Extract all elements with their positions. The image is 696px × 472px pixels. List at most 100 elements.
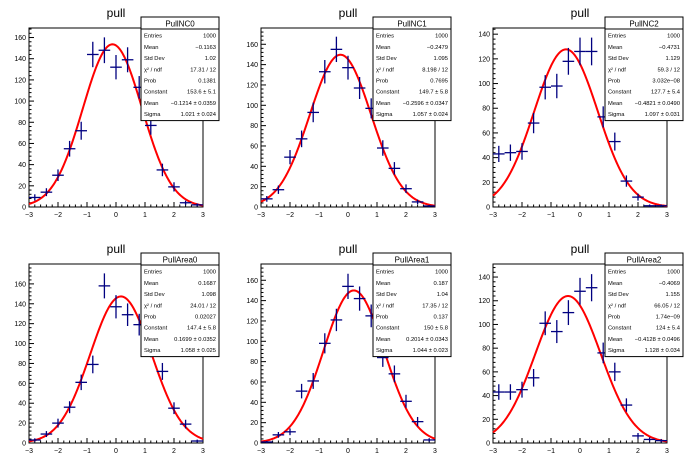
- stats-row-label: χ² / ndf: [376, 67, 394, 73]
- y-tick-label: 20: [482, 417, 490, 424]
- stats-row-label: Sigma: [608, 112, 625, 118]
- x-tick-label: 2: [636, 448, 640, 455]
- y-tick-label: 80: [18, 120, 26, 127]
- y-tick-label: 40: [250, 400, 258, 407]
- x-tick-label: −3: [257, 212, 265, 219]
- data-point: [295, 130, 308, 148]
- x-tick-label: 3: [665, 448, 669, 455]
- y-tick-label: 160: [14, 35, 26, 42]
- data-point: [551, 320, 563, 344]
- x-axis: −3 −2 −1 0 1 2 3: [489, 438, 669, 455]
- y-tick-label: 140: [478, 32, 490, 39]
- stats-row-value: 1.74e−09: [656, 315, 680, 321]
- y-tick-label: 80: [250, 123, 258, 130]
- y-axis: 0 20 40 60 80 100 120 140 160: [246, 263, 266, 448]
- data-point: [527, 112, 540, 134]
- stats-row-value: 1000: [435, 34, 448, 40]
- stats-row-value: −0.2596 ± 0.0347: [403, 101, 448, 107]
- x-tick-label: −1: [315, 212, 323, 219]
- x-tick-label: 2: [172, 448, 176, 455]
- y-tick-label: 20: [18, 183, 26, 190]
- stats-row-label: Sigma: [144, 348, 161, 354]
- stats-row-label: Prob: [144, 79, 156, 85]
- y-tick-label: 120: [14, 321, 26, 328]
- x-axis: −3 −2 −1 0 1 2 3: [25, 438, 205, 455]
- stats-row-label: Std Dev: [608, 292, 629, 298]
- x-tick-label: −1: [547, 212, 555, 219]
- y-tick-label: 60: [250, 143, 258, 150]
- data-point: [168, 182, 180, 192]
- data-point: [87, 355, 99, 374]
- stats-box-frame: [604, 16, 684, 122]
- data-point: [353, 77, 366, 100]
- x-tick-label: −2: [518, 212, 526, 219]
- chart-pad: pull −3 −2 −1 0 1 2 3 0 20 40 60 80 100 120 140 160 PullN…: [246, 6, 452, 219]
- x-tick-label: −3: [489, 212, 497, 219]
- stats-box-title: PullArea0: [163, 256, 198, 265]
- stats-row-label: Mean: [144, 45, 159, 51]
- data-point: [609, 362, 621, 382]
- data-point: [272, 185, 285, 194]
- data-point: [539, 75, 551, 100]
- stats-row-label: Constant: [608, 90, 632, 96]
- y-tick-label: 120: [246, 318, 258, 325]
- data-point: [284, 150, 296, 165]
- x-tick-label: 1: [375, 448, 379, 455]
- stats-row-value: 1.021 ± 0.024: [181, 112, 217, 118]
- data-point: [643, 204, 656, 207]
- stats-row-label: Std Dev: [376, 292, 397, 298]
- y-tick-label: 100: [478, 81, 490, 88]
- x-tick-label: 1: [607, 212, 611, 219]
- y-tick-label: 80: [482, 106, 490, 113]
- data-point: [342, 55, 354, 80]
- y-tick-label: 100: [14, 99, 26, 106]
- data-point: [551, 73, 563, 99]
- data-point: [423, 438, 435, 442]
- data-point: [516, 381, 528, 398]
- y-tick-label: 100: [478, 322, 490, 329]
- x-tick-label: −2: [518, 448, 526, 455]
- stats-row-label: Prob: [608, 315, 620, 321]
- y-tick-label: 60: [482, 369, 490, 376]
- y-tick-label: 140: [14, 56, 26, 63]
- chart-title: pull: [571, 6, 590, 20]
- stats-row-label: χ² / ndf: [376, 303, 394, 309]
- chart-title: pull: [571, 242, 590, 256]
- data-point: [609, 132, 621, 151]
- data-point: [388, 162, 401, 175]
- y-tick-label: 140: [246, 62, 258, 69]
- stats-row-value: 1000: [667, 34, 680, 40]
- stats-row-label: Constant: [144, 90, 168, 96]
- stats-row-value: 0.2014 ± 0.0343: [406, 337, 448, 343]
- y-tick-label: 0: [22, 441, 26, 448]
- x-tick-label: −3: [489, 448, 497, 455]
- data-point: [40, 431, 53, 438]
- data-point: [527, 369, 540, 387]
- x-tick-label: 3: [201, 448, 205, 455]
- x-tick-label: 1: [375, 212, 379, 219]
- x-tick-label: −2: [286, 448, 294, 455]
- stats-box-frame: [140, 16, 220, 122]
- stats-row-label: Mean: [376, 337, 391, 343]
- stats-row-label: Mean: [144, 281, 159, 287]
- stats-row-label: Sigma: [144, 112, 161, 118]
- data-point: [516, 143, 528, 160]
- data-point: [179, 419, 192, 429]
- stats-row-value: 66.05 / 12: [654, 303, 680, 309]
- chart-pad: pull −3 −2 −1 0 1 2 3 0 20 40 60 80 100 120 140 PullArea…: [478, 242, 684, 455]
- x-tick-label: −2: [286, 212, 294, 219]
- chart-pad: pull −3 −2 −1 0 1 2 3 0 20 40 60 80 100 120 140 160 PullA…: [14, 242, 220, 455]
- stats-box-frame: [372, 16, 452, 122]
- stats-row-label: χ² / ndf: [608, 303, 626, 309]
- stats-row-label: Entries: [608, 34, 626, 40]
- y-tick-label: 80: [482, 346, 490, 353]
- y-tick-label: 20: [18, 421, 26, 428]
- data-point: [574, 277, 586, 305]
- y-tick-label: 40: [482, 393, 490, 400]
- data-point: [539, 311, 551, 336]
- y-tick-label: 160: [14, 281, 26, 288]
- stats-box-title: PullNC1: [397, 20, 427, 29]
